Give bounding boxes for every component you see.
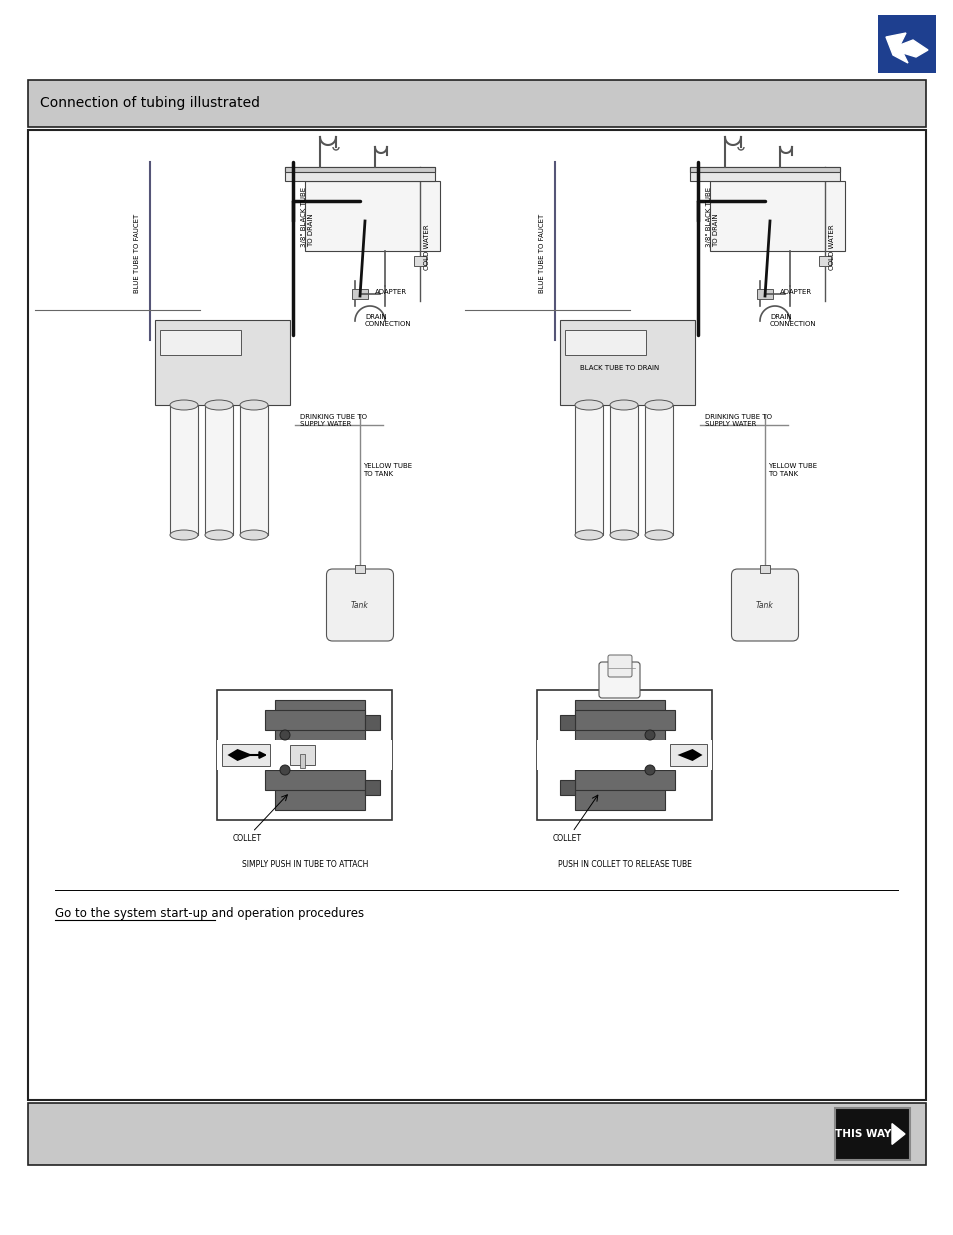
Bar — [217, 740, 392, 769]
Bar — [274, 700, 365, 810]
FancyBboxPatch shape — [598, 662, 639, 698]
Bar — [28, 130, 925, 1100]
Bar — [559, 320, 695, 405]
Bar — [414, 256, 426, 266]
Ellipse shape — [240, 400, 268, 410]
Text: BLACK TUBE TO DRAIN: BLACK TUBE TO DRAIN — [579, 366, 659, 370]
Bar — [818, 256, 830, 266]
Bar — [669, 743, 707, 766]
Text: COLD WATER: COLD WATER — [423, 225, 430, 269]
Text: COLLET: COLLET — [552, 834, 581, 844]
Bar — [299, 755, 305, 768]
Ellipse shape — [575, 400, 602, 410]
Bar — [352, 289, 368, 299]
Text: Tank: Tank — [351, 600, 369, 610]
Bar — [265, 769, 365, 790]
Polygon shape — [677, 748, 701, 761]
Text: 3/8" BLACK TUBE
TO DRAIN: 3/8" BLACK TUBE TO DRAIN — [301, 186, 314, 247]
Bar — [559, 781, 575, 795]
Bar — [290, 745, 314, 764]
Bar — [689, 167, 840, 182]
Polygon shape — [891, 1124, 904, 1145]
Bar — [559, 715, 575, 730]
Text: THIS WAY: THIS WAY — [835, 1129, 891, 1139]
Bar — [877, 15, 935, 73]
Ellipse shape — [170, 530, 198, 540]
Bar — [760, 564, 769, 573]
Bar — [285, 167, 435, 182]
Bar — [757, 289, 772, 299]
Bar — [222, 743, 270, 766]
Text: Connection of tubing illustrated: Connection of tubing illustrated — [40, 96, 260, 110]
Text: PUSH IN COLLET TO RELEASE TUBE: PUSH IN COLLET TO RELEASE TUBE — [558, 860, 691, 869]
Ellipse shape — [170, 400, 198, 410]
Text: Go to the system start-up and operation procedures: Go to the system start-up and operation … — [55, 906, 364, 920]
FancyBboxPatch shape — [326, 569, 393, 641]
Polygon shape — [885, 33, 927, 63]
Bar — [609, 405, 638, 535]
Circle shape — [280, 764, 290, 776]
Bar — [154, 320, 290, 405]
Bar — [834, 1108, 909, 1160]
Ellipse shape — [644, 400, 672, 410]
Text: ADAPTER: ADAPTER — [375, 289, 407, 295]
Bar — [365, 715, 379, 730]
Ellipse shape — [240, 530, 268, 540]
Ellipse shape — [644, 530, 672, 540]
Bar — [575, 700, 664, 810]
Bar — [305, 182, 439, 251]
Bar — [217, 690, 392, 820]
Bar — [265, 710, 365, 730]
Bar — [564, 330, 645, 354]
Bar — [537, 740, 712, 769]
Bar — [575, 710, 675, 730]
Ellipse shape — [575, 530, 602, 540]
Text: YELLOW TUBE
TO TANK: YELLOW TUBE TO TANK — [767, 463, 817, 477]
Circle shape — [644, 764, 655, 776]
Text: COLLET: COLLET — [233, 834, 261, 844]
Text: DRAIN
CONNECTION: DRAIN CONNECTION — [365, 314, 411, 327]
Text: SIMPLY PUSH IN TUBE TO ATTACH: SIMPLY PUSH IN TUBE TO ATTACH — [241, 860, 368, 869]
Ellipse shape — [205, 400, 233, 410]
Bar — [537, 690, 712, 820]
Ellipse shape — [609, 530, 638, 540]
Circle shape — [280, 730, 290, 740]
Bar — [575, 405, 602, 535]
Bar — [355, 564, 365, 573]
Bar — [575, 769, 675, 790]
Bar — [205, 405, 233, 535]
Bar — [285, 167, 435, 172]
Bar — [28, 1103, 925, 1165]
Text: YELLOW TUBE
TO TANK: YELLOW TUBE TO TANK — [363, 463, 412, 477]
Text: ADAPTER: ADAPTER — [780, 289, 811, 295]
Text: BLUE TUBE TO FAUCET: BLUE TUBE TO FAUCET — [133, 214, 140, 293]
Bar — [709, 182, 844, 251]
Bar — [644, 405, 672, 535]
Bar — [28, 80, 925, 127]
Ellipse shape — [609, 400, 638, 410]
Circle shape — [644, 730, 655, 740]
Bar — [240, 405, 268, 535]
Ellipse shape — [205, 530, 233, 540]
Text: 3/8" BLACK TUBE
TO DRAIN: 3/8" BLACK TUBE TO DRAIN — [705, 186, 719, 247]
Text: DRINKING TUBE TO
SUPPLY WATER: DRINKING TUBE TO SUPPLY WATER — [299, 414, 367, 427]
FancyBboxPatch shape — [607, 655, 631, 677]
Text: DRAIN
CONNECTION: DRAIN CONNECTION — [769, 314, 816, 327]
Text: Tank: Tank — [756, 600, 773, 610]
Text: COLD WATER: COLD WATER — [828, 225, 834, 269]
Polygon shape — [227, 748, 253, 761]
Bar — [160, 330, 241, 354]
Bar — [689, 167, 840, 172]
Bar — [365, 781, 379, 795]
Text: DRINKING TUBE TO
SUPPLY WATER: DRINKING TUBE TO SUPPLY WATER — [704, 414, 771, 427]
Bar — [170, 405, 198, 535]
Text: BLUE TUBE TO FAUCET: BLUE TUBE TO FAUCET — [538, 214, 544, 293]
FancyBboxPatch shape — [731, 569, 798, 641]
